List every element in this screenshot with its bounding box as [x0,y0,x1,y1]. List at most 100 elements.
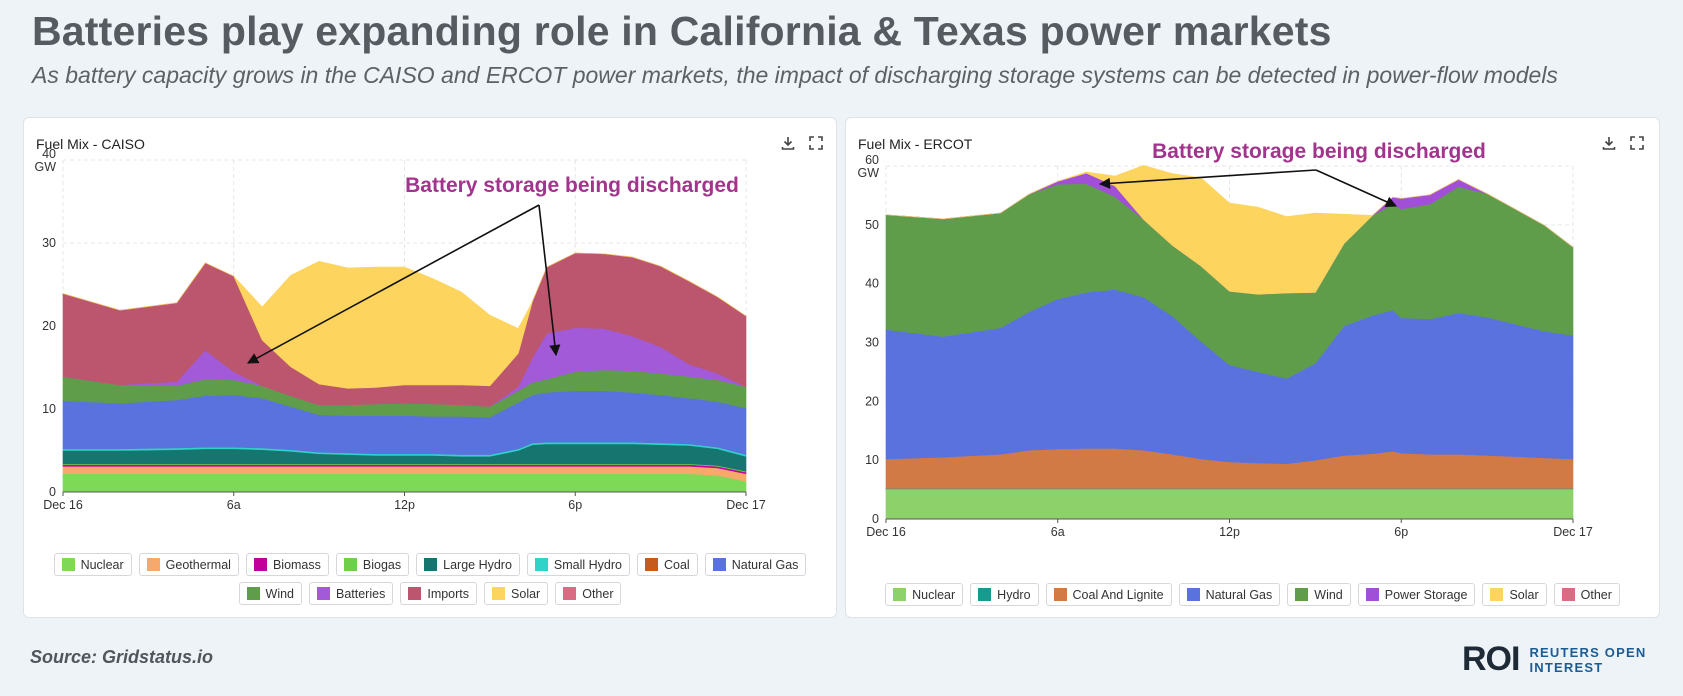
legend-swatch [424,558,438,571]
legend-label: Coal [664,557,690,572]
legend-swatch [534,558,548,571]
y-tick-label: 0 [872,512,879,526]
x-tick-label: Dec 16 [866,525,906,539]
x-tick-label: 12p [394,498,415,512]
y-tick-label: 30 [42,236,56,250]
legend-swatch [1365,588,1379,601]
legend-swatch [408,587,422,600]
legend-item-nuclear[interactable]: Nuclear [53,553,132,576]
legend-swatch [317,587,330,600]
annotation-label: Battery storage being discharged [1152,140,1486,163]
annotation-arrow [1098,169,1317,189]
legend-label: Nuclear [80,557,124,572]
y-tick-label: 10 [865,453,879,467]
legend-item-imports[interactable]: Imports [400,582,478,605]
legend-label: Nuclear [912,587,956,602]
legend-item-biomass[interactable]: Biomass [245,553,329,576]
x-tick-label: Dec 17 [726,498,766,512]
legend-swatch [146,558,160,571]
source-note: Source: Gridstatus.io [30,647,214,667]
legend-label: Natural Gas [1205,587,1273,602]
y-tick-label: 0 [49,485,56,499]
annotation-label: Battery storage being discharged [405,174,739,197]
y-tick-label: 40 [42,147,56,161]
roi-logo-line2: INTEREST [1529,659,1604,675]
legend-swatch [1561,588,1575,601]
y-tick-label: 30 [865,336,879,350]
legend-item-wind[interactable]: Wind [238,582,302,605]
legend-swatch [492,587,506,600]
chart-title-caiso: Fuel Mix - CAISO [36,136,145,152]
legend-item-solar[interactable]: Solar [484,582,549,605]
legend-swatch [1490,588,1504,601]
page-subtitle: As battery capacity grows in the CAISO a… [32,62,1558,88]
download-icon[interactable] [779,134,797,152]
area-nuclear [885,488,1574,520]
legend-label: Large Hydro [443,557,512,572]
legend-label: Solar [1509,587,1539,602]
legend-swatch [645,558,658,571]
legend-item-small-hydro[interactable]: Small Hydro [526,553,630,576]
legend-ercot: Nuclear Hydro Coal And Lignite Natural Gas W… [846,583,1659,606]
x-tick-label: 6a [1051,525,1065,539]
legend-item-large-hydro[interactable]: Large Hydro [416,553,520,576]
legend-label: Coal And Lignite [1072,587,1164,602]
chart-panel-ercot: Fuel Mix - ERCOT 0 10 20 30 40 50 60 GW Dec 16 6a… [845,117,1660,618]
legend-item-geothermal[interactable]: Geothermal [138,553,239,576]
legend-item-nuclear[interactable]: Nuclear [885,583,964,606]
annotation-arrow [247,204,540,364]
roi-logo-line1: REUTERS OPEN [1529,644,1647,660]
fullscreen-icon[interactable] [807,134,825,152]
legend-item-biogas[interactable]: Biogas [335,553,410,576]
download-icon[interactable] [1600,134,1618,152]
y-tick-label: 50 [865,218,879,232]
legend-item-other[interactable]: Other [1553,583,1620,606]
legend-swatch [712,558,726,571]
legend-item-natural-gas[interactable]: Natural Gas [1178,583,1281,606]
legend-item-wind[interactable]: Wind [1287,583,1351,606]
x-tick-label: 6p [1394,525,1408,539]
legend-item-other[interactable]: Other [555,582,622,605]
legend-item-batteries[interactable]: Batteries [309,582,394,605]
roi-logo-text: REUTERS OPEN INTEREST [1529,645,1646,675]
legend-item-coal-and-lignite[interactable]: Coal And Lignite [1045,583,1172,606]
legend-label: Hydro [997,587,1031,602]
legend-label: Power Storage [1384,587,1468,602]
y-tick-label: 20 [865,394,879,408]
area-solar [885,165,1574,295]
legend-swatch [563,587,577,600]
legend-label: Other [1580,587,1612,602]
legend-swatch [253,558,267,571]
legend-caiso: Nuclear Geothermal Biomass Biogas Large Hydr… [24,553,836,605]
x-tick-label: Dec 16 [43,498,83,512]
roi-logo: ROI REUTERS OPEN INTEREST [1462,640,1646,679]
legend-swatch [61,558,75,571]
legend-label: Natural Gas [731,557,799,572]
y-tick-label: 60 [865,153,879,167]
legend-item-natural-gas[interactable]: Natural Gas [704,553,807,576]
legend-swatch [246,587,260,600]
legend-item-power-storage[interactable]: Power Storage [1357,583,1476,606]
legend-item-solar[interactable]: Solar [1482,583,1547,606]
roi-logo-mark: ROI [1462,640,1520,678]
x-tick-label: 6p [568,498,582,512]
area-nuclear [62,473,747,493]
legend-label: Wind [1314,587,1343,602]
x-tick-label: Dec 17 [1553,525,1593,539]
legend-item-coal[interactable]: Coal [637,553,698,576]
legend-label: Other [582,586,614,601]
x-tick-label: 6a [227,498,241,512]
x-tick-label: 12p [1219,525,1240,539]
chart-title-ercot: Fuel Mix - ERCOT [858,136,973,152]
y-axis-label: GW [857,166,879,180]
fullscreen-icon[interactable] [1628,134,1646,152]
legend-label: Geothermal [165,557,231,572]
legend-item-hydro[interactable]: Hydro [970,583,1039,606]
legend-label: Batteries [336,586,386,601]
page-title: Batteries play expanding role in Califor… [32,8,1332,54]
legend-swatch [1053,588,1067,601]
legend-swatch [1186,588,1200,601]
legend-swatch [343,558,357,571]
